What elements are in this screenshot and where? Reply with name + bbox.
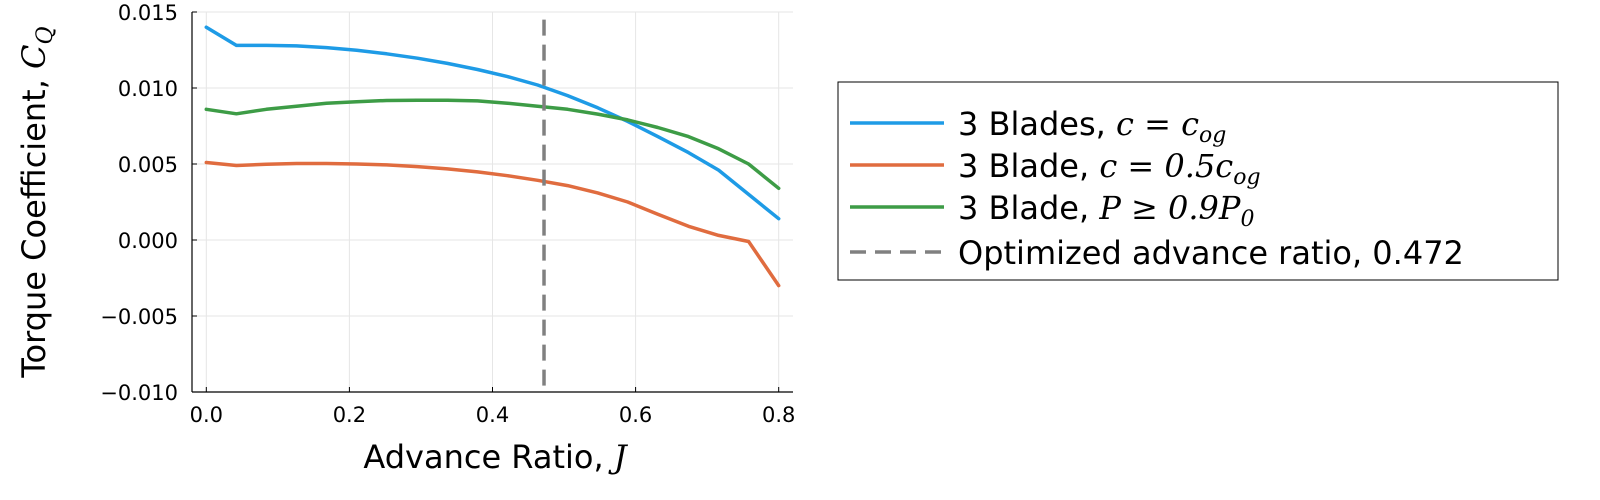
x-tick-label: 0.4 xyxy=(476,403,509,427)
axes-layer xyxy=(191,11,793,393)
legend-entry-label: 3 Blade, c = 0.5cog xyxy=(958,147,1261,190)
grid-layer xyxy=(192,11,793,393)
y-tick-label: 0.005 xyxy=(118,153,178,177)
series-line-3 xyxy=(204,98,781,191)
series-line-1 xyxy=(204,25,781,221)
legend-entry-label: Optimized advance ratio, 0.472 xyxy=(958,234,1464,272)
y-axis-title: Torque Coefficient, CQ xyxy=(15,26,58,378)
y-tick-label: 0.000 xyxy=(118,229,178,253)
legend-box xyxy=(837,81,1559,281)
x-tick-label: 0.6 xyxy=(619,403,652,427)
x-tick-label: 0.8 xyxy=(762,403,795,427)
tick-labels: 0.0 0.2 0.4 0.6 0.8 −0.010 −0.005 0.000 0.005 0.0… xyxy=(100,1,795,427)
legend-entry-label: 3 Blade, P ≥ 0.9P0 xyxy=(958,189,1254,232)
x-axis-title: Advance Ratio, J xyxy=(363,438,628,476)
y-tick-label: 0.015 xyxy=(118,1,178,25)
y-tick-label: −0.005 xyxy=(100,305,178,329)
x-tick-label: 0.0 xyxy=(190,403,223,427)
series-layer xyxy=(204,19,781,392)
x-tick-label: 0.2 xyxy=(333,403,366,427)
y-tick-label: −0.010 xyxy=(100,381,178,405)
y-tick-label: 0.010 xyxy=(118,77,178,101)
legend-entry-label: 3 Blades, c = cog xyxy=(958,105,1226,148)
series-line-2 xyxy=(204,160,781,288)
